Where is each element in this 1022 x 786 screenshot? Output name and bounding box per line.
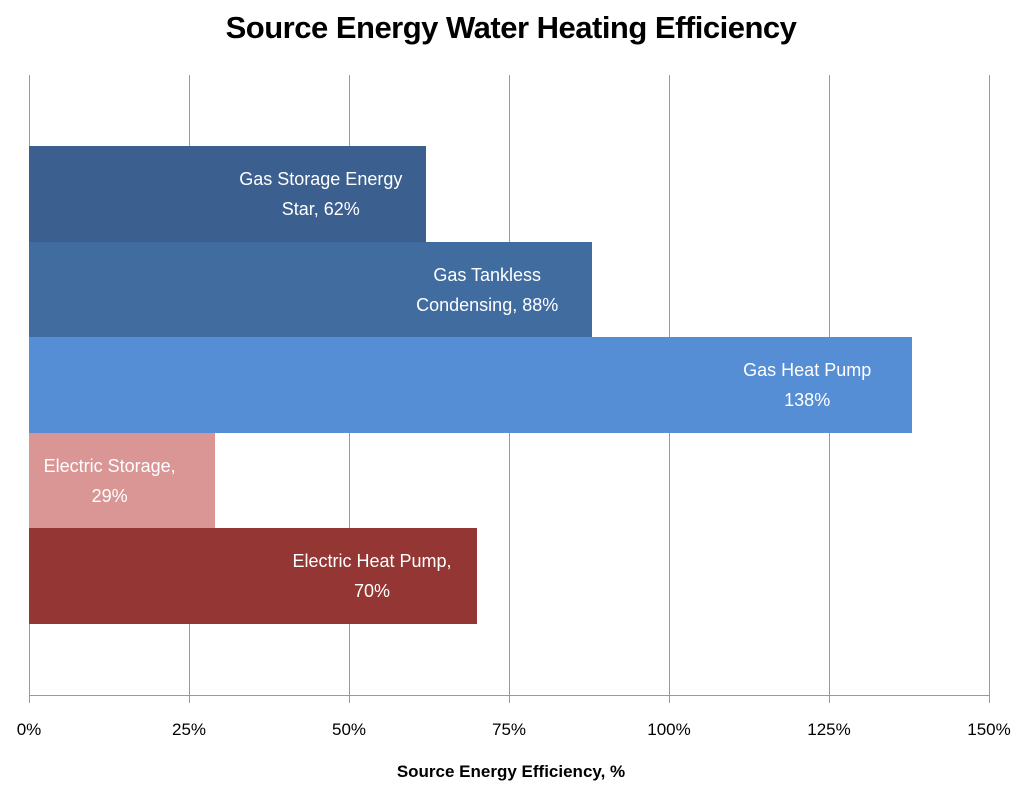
data-label: Gas Storage Energy Star, 62%: [239, 169, 403, 219]
x-axis-title: Source Energy Efficiency, %: [396, 762, 626, 781]
data-label: Gas Tankless Condensing, 88%: [416, 264, 559, 315]
x-tick-label: 125%: [807, 720, 851, 739]
bar: [29, 146, 426, 242]
bar: [29, 337, 913, 433]
x-axis-line: [29, 695, 990, 696]
data-label: Electric Heat Pump, 70%: [292, 551, 452, 601]
x-tick-label: 150%: [967, 720, 1011, 739]
x-tick-label: 25%: [171, 720, 207, 739]
x-tick-label: 50%: [331, 720, 367, 739]
chart-title: Source Energy Water Heating Efficiency: [225, 10, 797, 45]
x-tick-label: 0%: [16, 720, 42, 739]
x-tick-label: 100%: [647, 720, 691, 739]
bar: [29, 241, 593, 338]
data-label: Gas Heat Pump 138%: [743, 360, 872, 410]
x-tick-label: 75%: [491, 720, 527, 739]
bar: [29, 432, 215, 529]
bar: [29, 528, 477, 624]
data-label: Electric Storage, 29%: [43, 455, 176, 506]
grid-line: [989, 75, 990, 703]
